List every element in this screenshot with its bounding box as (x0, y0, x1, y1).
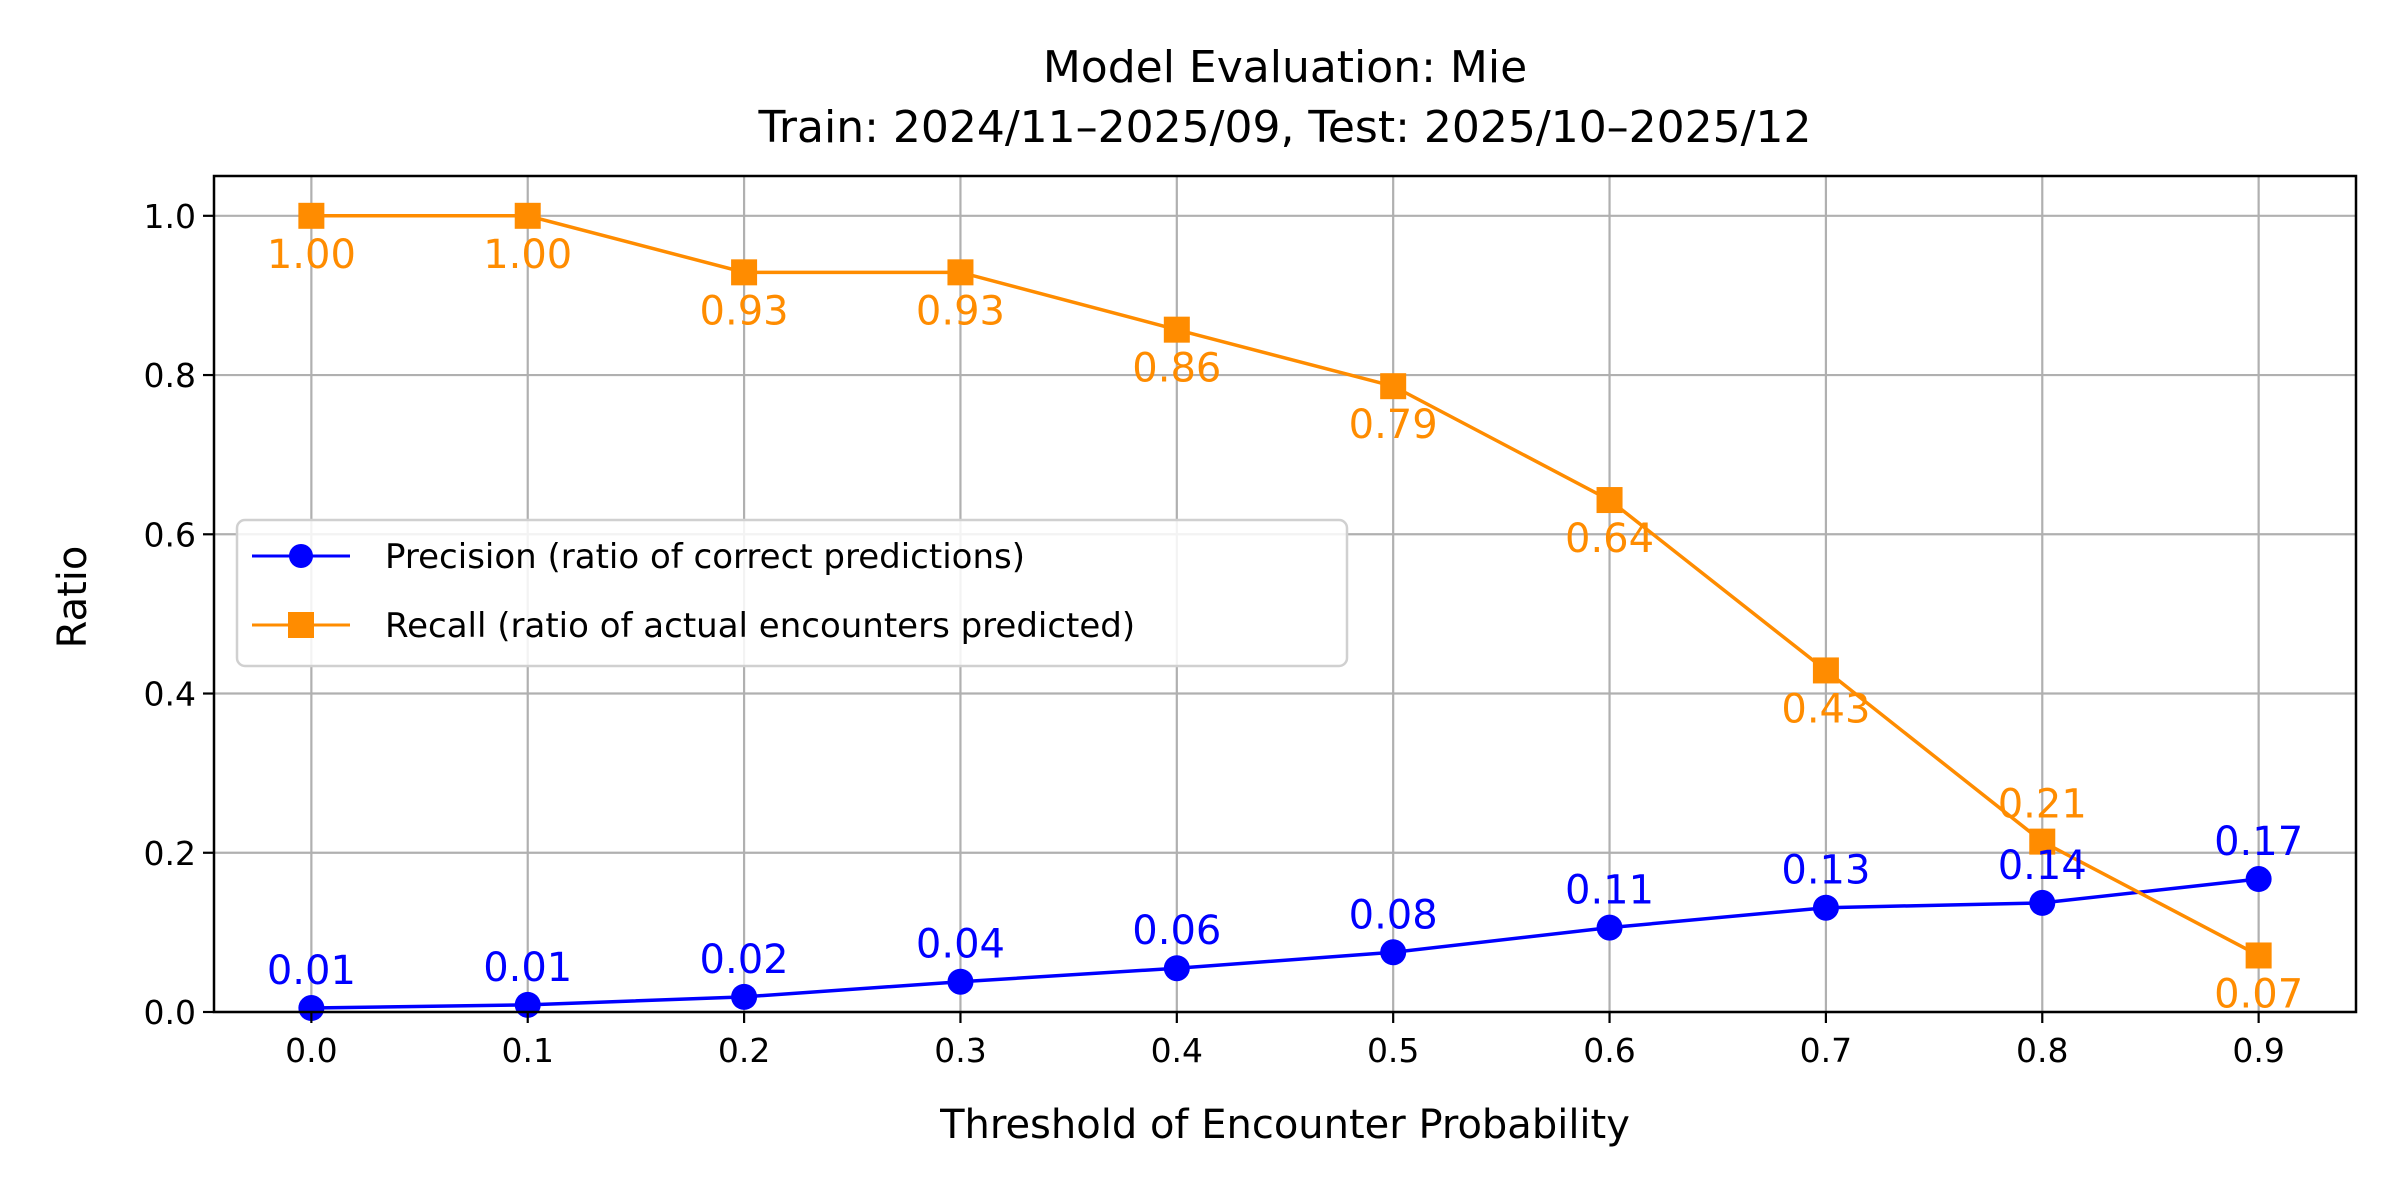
recall-point (298, 202, 325, 229)
recall-point (1163, 316, 1190, 343)
recall-point (1380, 373, 1407, 400)
recall-point (514, 202, 541, 229)
x-tick-label: 0.2 (718, 1031, 770, 1070)
chart-subtitle: Train: 2024/11–2025/09, Test: 2025/10–20… (758, 102, 1812, 153)
legend-precision-label: Precision (ratio of correct predictions) (385, 537, 1025, 577)
precision-point (1812, 894, 1839, 921)
precision-data-label: 0.02 (700, 937, 789, 983)
x-tick-label: 0.6 (1583, 1031, 1635, 1070)
recall-point (2029, 828, 2056, 855)
legend-box (235, 518, 1349, 668)
recall-point (731, 259, 758, 286)
precision-point (1596, 914, 1623, 941)
recall-data-label: 1.00 (267, 232, 356, 278)
recall-point (1596, 487, 1623, 514)
x-axis-label: Threshold of Encounter Probability (939, 1102, 1630, 1148)
recall-data-label: 0.64 (1565, 516, 1654, 562)
x-tick-label: 0.9 (2232, 1031, 2284, 1070)
recall-point (1812, 657, 1839, 684)
precision-data-label: 0.08 (1349, 892, 1438, 938)
precision-point (1163, 955, 1190, 982)
recall-data-label: 0.79 (1349, 402, 1438, 448)
recall-point (2245, 942, 2272, 969)
series-line-recall (311, 214, 2260, 958)
axis-ticks: 0.0 0.1 0.2 0.3 0.4 0.5 0.6 0.7 0.8 0.9 0.0 0.2 0.4 0… (144, 197, 2285, 1070)
x-tick-label: 0.8 (2016, 1031, 2068, 1070)
precision-data-label: 0.17 (2214, 819, 2303, 865)
precision-data-label: 0.04 (916, 922, 1005, 968)
legend-recall-marker (288, 612, 314, 638)
legend: Precision (ratio of correct predictions)… (235, 518, 1349, 668)
x-tick-label: 0.4 (1151, 1031, 1203, 1070)
y-tick-label: 0.2 (144, 834, 196, 873)
legend-recall-label: Recall (ratio of actual encounters predi… (385, 606, 1135, 646)
x-tick-label: 0.7 (1800, 1031, 1852, 1070)
recall-data-label: 0.93 (916, 288, 1005, 334)
series-layer: 0.01 0.01 0.02 0.04 0.06 0.08 0.11 0.13 0.14 0.17… (267, 202, 2303, 1022)
precision-data-label: 0.13 (1781, 848, 1870, 894)
precision-data-label: 0.14 (1998, 843, 2087, 889)
precision-data-label: 0.11 (1565, 868, 1654, 914)
y-tick-label: 0.0 (144, 993, 196, 1032)
precision-point (2245, 866, 2272, 893)
precision-point (2029, 889, 2056, 916)
recall-point (947, 259, 974, 286)
precision-point (1380, 939, 1407, 966)
legend-precision-marker (289, 544, 313, 568)
precision-point (947, 968, 974, 995)
chart-title: Model Evaluation: Mie (1043, 42, 1527, 93)
y-tick-label: 0.6 (144, 515, 196, 554)
x-tick-label: 0.0 (285, 1031, 337, 1070)
recall-data-label: 0.21 (1998, 782, 2087, 828)
precision-point (298, 995, 325, 1022)
series-line-precision (311, 877, 2259, 1010)
y-tick-label: 0.8 (144, 356, 196, 395)
recall-data-label: 0.93 (700, 288, 789, 334)
x-tick-label: 0.1 (501, 1031, 553, 1070)
y-tick-label: 1.0 (144, 197, 196, 236)
recall-data-label: 0.43 (1781, 686, 1870, 732)
x-tick-label: 0.3 (934, 1031, 986, 1070)
precision-point (731, 983, 758, 1010)
recall-data-label: 0.07 (2214, 971, 2303, 1017)
precision-data-label: 0.01 (267, 948, 356, 994)
y-axis-label: Ratio (50, 546, 96, 649)
precision-data-label: 0.01 (483, 945, 572, 991)
x-tick-label: 0.5 (1367, 1031, 1419, 1070)
recall-data-label: 1.00 (483, 232, 572, 278)
y-tick-label: 0.4 (144, 675, 196, 714)
plot-frame (212, 174, 2358, 1014)
precision-data-label: 0.06 (1132, 908, 1221, 954)
recall-data-label: 0.86 (1132, 346, 1221, 392)
